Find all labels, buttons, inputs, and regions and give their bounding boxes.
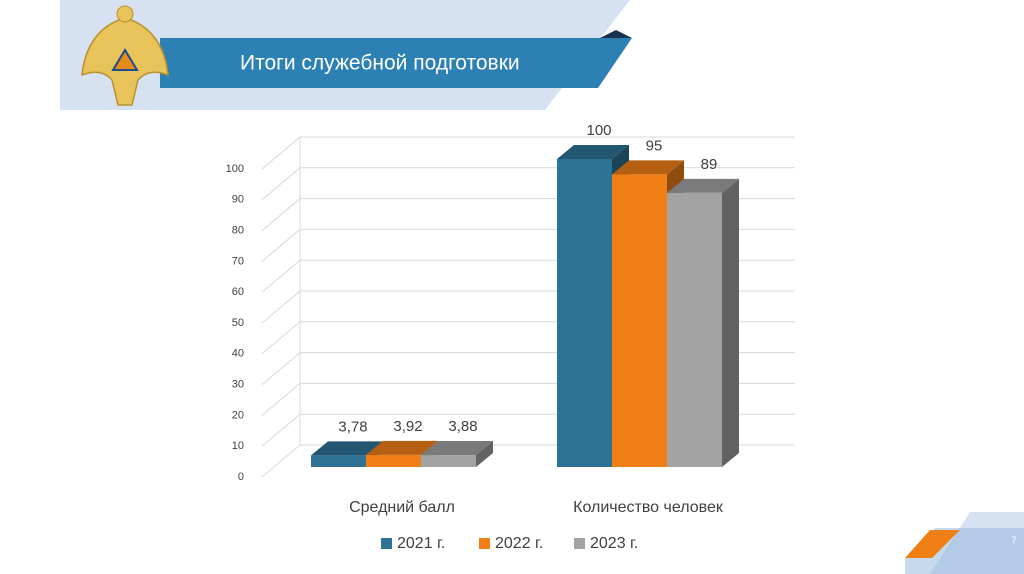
bar-front bbox=[667, 192, 722, 467]
value-label: 3,88 bbox=[448, 418, 477, 435]
bar-front bbox=[612, 174, 667, 467]
footer-accent bbox=[905, 530, 960, 558]
value-label: 100 bbox=[586, 122, 611, 139]
bar-front bbox=[311, 455, 366, 467]
header-band bbox=[160, 38, 632, 88]
y-tick-label: 10 bbox=[232, 440, 244, 452]
page-number: 7 bbox=[1011, 536, 1017, 547]
legend-swatch bbox=[381, 538, 392, 549]
bar-top bbox=[612, 160, 684, 175]
bar-front bbox=[557, 159, 612, 467]
y-tick-label: 50 bbox=[232, 317, 244, 329]
bar bbox=[667, 178, 739, 467]
legend-swatch bbox=[574, 538, 585, 549]
value-label: 3,92 bbox=[393, 418, 422, 435]
header-fold bbox=[600, 30, 632, 38]
value-label: 3,78 bbox=[338, 418, 367, 435]
x-tick-label: Количество человек bbox=[573, 499, 724, 516]
legend-label: 2021 г. bbox=[397, 535, 445, 552]
y-tick-label: 80 bbox=[232, 225, 244, 237]
bar-top bbox=[557, 145, 629, 159]
bar-top bbox=[421, 441, 493, 456]
bar-side bbox=[476, 441, 493, 467]
bar-front bbox=[421, 455, 476, 467]
legend-label: 2022 г. bbox=[495, 535, 543, 552]
bar bbox=[421, 441, 493, 467]
bar-side bbox=[722, 178, 739, 467]
chart-title: Итоги служебной подготовки bbox=[240, 52, 520, 75]
bar-top bbox=[667, 178, 739, 193]
bar-top bbox=[366, 440, 438, 455]
emblem bbox=[81, 5, 169, 106]
y-tick-label: 100 bbox=[226, 163, 244, 175]
legend-label: 2023 г. bbox=[590, 535, 638, 552]
y-tick-label: 30 bbox=[232, 379, 244, 391]
plot-area: 0 10 20 30 40 50 60 70 80 90 100 Средний балл 3,78 3,… bbox=[226, 122, 795, 552]
value-label: 89 bbox=[701, 156, 718, 173]
value-label: 95 bbox=[646, 137, 663, 154]
bar-top bbox=[311, 441, 383, 456]
bar-front bbox=[366, 454, 421, 467]
y-tick-label: 60 bbox=[232, 286, 244, 298]
y-tick-label: 0 bbox=[238, 471, 244, 483]
y-tick-label: 90 bbox=[232, 194, 244, 206]
x-tick-label: Средний балл bbox=[349, 499, 455, 516]
legend-swatch bbox=[479, 538, 490, 549]
y-tick-label: 70 bbox=[232, 255, 244, 267]
y-tick-label: 40 bbox=[232, 348, 244, 360]
y-tick-label: 20 bbox=[232, 409, 244, 421]
